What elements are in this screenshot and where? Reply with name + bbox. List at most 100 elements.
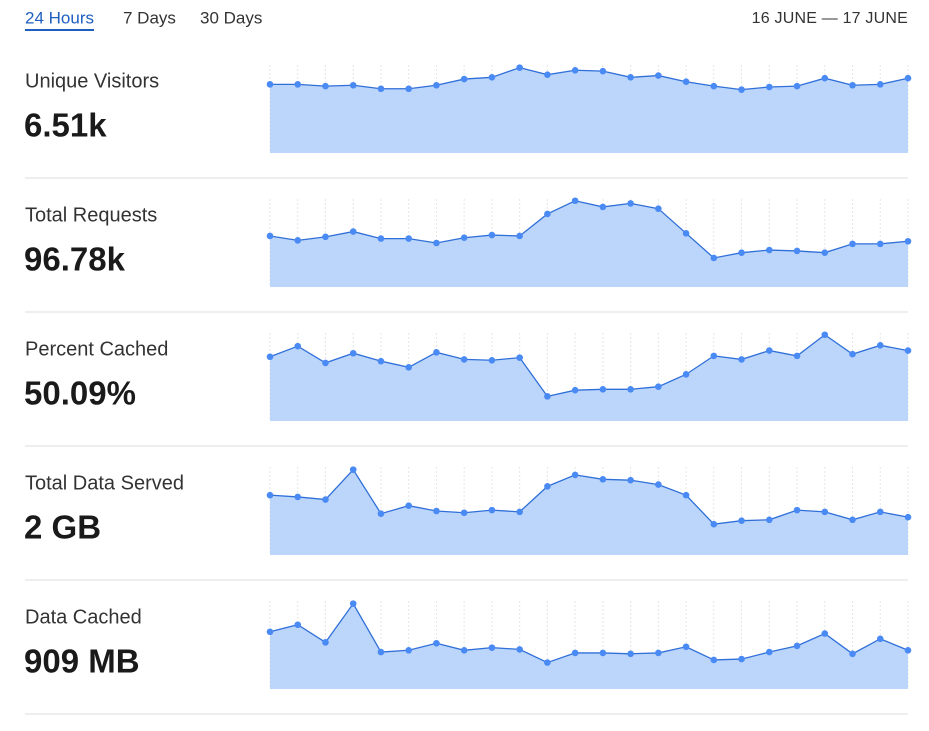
data-point [322, 233, 329, 241]
data-point [405, 646, 412, 654]
area [270, 67, 908, 153]
data-point [294, 493, 302, 501]
data-point [821, 249, 829, 256]
data-point [876, 240, 884, 248]
data-point [627, 476, 634, 484]
data-point [266, 81, 274, 88]
data-point [377, 85, 385, 93]
data-point [738, 249, 745, 256]
data-point [793, 506, 801, 514]
data-point [322, 359, 329, 367]
data-point [488, 506, 496, 514]
data-point [876, 342, 884, 349]
line [270, 66, 909, 91]
data-point [682, 230, 690, 237]
data-point [793, 247, 801, 255]
data-point [849, 350, 856, 358]
time-tab[interactable]: 7 Days [123, 8, 176, 27]
metric-total: 50.09% [24, 375, 136, 412]
data-point [876, 635, 884, 643]
area [270, 603, 908, 689]
data-point [655, 383, 662, 390]
time-tab[interactable]: 30 Days [200, 8, 262, 27]
metric-total: 6.51k [24, 107, 107, 144]
data-point [655, 72, 662, 79]
data-point [571, 386, 579, 394]
data-point [599, 476, 607, 483]
data-point [710, 520, 718, 528]
data-point [571, 649, 579, 657]
data-point [571, 197, 579, 205]
metric-label: Data Cached [25, 606, 142, 628]
line [269, 200, 909, 259]
data-point [766, 347, 773, 354]
data-point [294, 81, 302, 88]
data-point [710, 352, 718, 360]
data-point [793, 642, 801, 650]
data-point [460, 356, 468, 363]
data-point [544, 393, 551, 400]
area [270, 200, 908, 287]
data-point [904, 513, 912, 521]
metric-total: 909 MB [24, 643, 140, 680]
data-point [349, 466, 357, 473]
data-point [904, 646, 912, 654]
data-point [266, 491, 274, 499]
data-point [738, 86, 745, 93]
data-point [876, 508, 884, 516]
metric-label: Total Requests [25, 204, 157, 226]
data-point [766, 246, 773, 254]
data-point [266, 353, 274, 361]
data-point [876, 81, 884, 88]
data-point [571, 471, 579, 479]
data-point [821, 508, 829, 516]
data-point [516, 646, 523, 653]
line [269, 602, 909, 664]
data-point [294, 237, 302, 244]
metric-total: 2 GB [24, 509, 101, 546]
data-point [544, 71, 551, 78]
data-point [488, 644, 496, 651]
data-point [322, 496, 329, 503]
data-point [627, 650, 634, 658]
data-point [266, 628, 274, 636]
data-point [460, 75, 468, 83]
data-point [627, 200, 634, 207]
data-point [766, 516, 773, 524]
data-point [904, 74, 912, 82]
data-point [433, 639, 440, 647]
data-point [349, 600, 357, 607]
data-point [294, 621, 302, 629]
data-point [710, 254, 718, 262]
data-point [849, 81, 856, 89]
metric-label: Unique Visitors [25, 70, 159, 92]
metric-label: Total Data Served [25, 472, 184, 494]
data-point [433, 507, 440, 515]
active-tab-underline [25, 29, 94, 31]
data-point [488, 356, 496, 364]
data-point [766, 648, 773, 656]
data-point [821, 331, 829, 339]
data-point [571, 66, 579, 74]
data-point [710, 656, 718, 664]
data-point [460, 646, 468, 654]
data-point [377, 235, 385, 242]
line [269, 468, 909, 525]
data-point [349, 228, 357, 235]
data-point [682, 643, 690, 651]
data-point [377, 357, 385, 365]
data-point [405, 364, 412, 371]
data-point [460, 509, 468, 517]
data-point [516, 232, 523, 240]
data-point [405, 502, 412, 510]
data-point [433, 349, 440, 356]
data-point [599, 386, 607, 393]
data-point [544, 659, 551, 666]
time-tab[interactable]: 24 Hours [25, 8, 94, 27]
data-point [655, 205, 662, 212]
data-point [433, 81, 440, 89]
data-point [599, 203, 607, 211]
data-point [349, 349, 357, 357]
data-point [294, 342, 302, 350]
